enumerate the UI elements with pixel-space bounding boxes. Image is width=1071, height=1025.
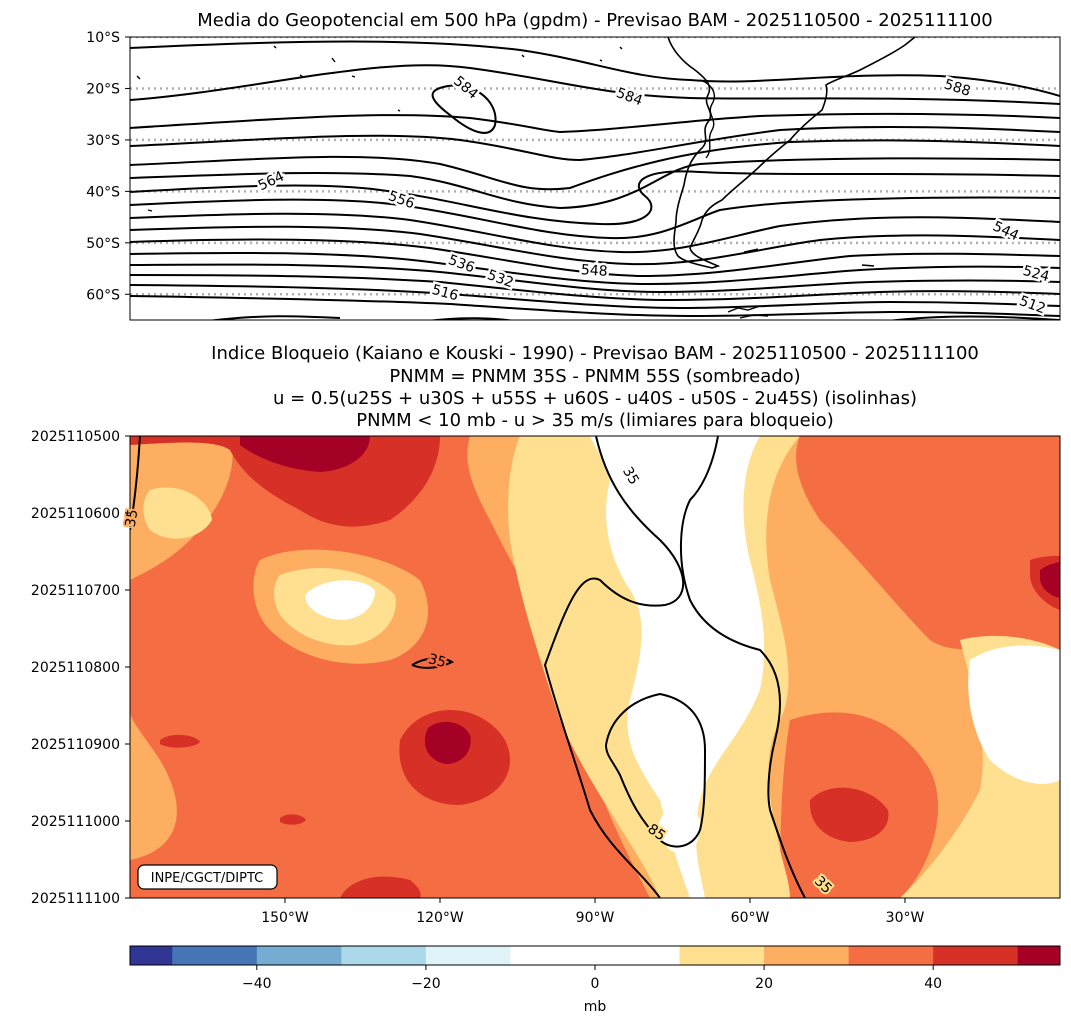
colorbar-segment	[341, 946, 427, 965]
lon-tick-label: 120°W	[416, 910, 464, 926]
clabel-516: 516	[430, 282, 460, 304]
isoline-35-small	[411, 657, 455, 669]
lon-tick-label: 30°W	[886, 910, 925, 926]
coastline-details	[136, 45, 875, 319]
top-map-frame	[129, 36, 1061, 321]
watermark-text: INPE/CGCT/DIPTC	[151, 871, 263, 886]
colorbar-segment	[933, 946, 1019, 965]
fill-0-10-south	[658, 805, 700, 854]
contour-584-closed	[431, 84, 497, 134]
date-tick-label: 2025110600	[31, 506, 120, 522]
clabel-548: 548	[580, 262, 608, 280]
colorbar-segment	[848, 946, 934, 965]
watermark-box	[137, 864, 278, 890]
colorbar-segment	[425, 946, 511, 965]
fill-40-50-southeast	[809, 787, 889, 842]
fill-30-40-east	[796, 436, 1060, 650]
clabel-588: 588	[942, 76, 972, 99]
colorbar-ticks: −40 −20 0 20 40	[242, 965, 942, 992]
colorbar-tick-label: −40	[242, 976, 272, 992]
lat-tick-label: 40°S	[86, 184, 120, 200]
isoline-35-central-west	[543, 436, 685, 898]
colorbar-tick-label: 40	[924, 976, 942, 992]
colorbar-segment	[679, 946, 765, 965]
blocking-title-line-1: Indice Bloqueio (Kaiano e Kouski - 1990)…	[211, 343, 979, 364]
u-isolines	[130, 436, 806, 898]
contour-588	[130, 40, 1060, 97]
lat-tick-label: 10°S	[86, 30, 120, 46]
date-tick-label: 2025111000	[31, 814, 120, 830]
colorbar-segments	[130, 946, 1061, 965]
fill-10-20-nw	[143, 487, 212, 539]
date-tick-label: 2025110500	[31, 429, 120, 445]
blocking-index-title: Indice Bloqueio (Kaiano e Kouski - 1990)…	[211, 343, 979, 431]
inpe-watermark: INPE/CGCT/DIPTC	[137, 864, 278, 890]
contour-584	[130, 64, 1060, 105]
colorbar-tick-label: −20	[411, 976, 441, 992]
isoline-35-west	[130, 436, 141, 531]
coastline-andes-detail	[699, 79, 716, 159]
colorbar-segment	[510, 946, 681, 965]
fill-50-plus-center	[424, 721, 471, 765]
clabel-544: 544	[990, 218, 1021, 244]
fill-40-50-small-2	[280, 814, 306, 825]
blocking-longitude-axis: 150°W 120°W 90°W 60°W 30°W	[261, 898, 924, 926]
lat-tick-label: 50°S	[86, 236, 120, 252]
clabel-584-a: 584	[450, 73, 481, 102]
lon-tick-label: 150°W	[261, 910, 309, 926]
colorbar-label: mb	[584, 999, 607, 1015]
fill-0-10-patch	[305, 580, 375, 620]
lat-tick-label: 20°S	[86, 81, 120, 97]
fill-30-40-west	[130, 436, 650, 898]
date-tick-label: 2025111100	[31, 891, 120, 907]
top-map-panel: Media do Geopotencial em 500 hPa (gpdm) …	[86, 10, 1061, 321]
lon-tick-label: 90°W	[576, 910, 615, 926]
fill-0-10-east	[968, 645, 1060, 784]
date-tick-label: 2025110800	[31, 660, 120, 676]
colorbar-segment	[764, 946, 850, 965]
lon-tick-label: 60°W	[731, 910, 770, 926]
blocking-index-panel: Indice Bloqueio (Kaiano e Kouski - 1990)…	[31, 343, 1061, 926]
blocking-title-line-4: PNMM < 10 mb - u > 35 m/s (limiares para…	[356, 410, 833, 431]
lat-tick-label: 30°S	[86, 133, 120, 149]
colorbar-segment	[256, 946, 342, 965]
colorbar-segment	[1017, 946, 1061, 965]
fill-40-50-bottom	[340, 876, 421, 898]
lat-tick-label: 60°S	[86, 287, 120, 303]
colorbar: −40 −20 0 20 40 mb	[129, 945, 1061, 1015]
date-tick-label: 2025110700	[31, 583, 120, 599]
top-map-title: Media do Geopotencial em 500 hPa (gpdm) …	[197, 10, 993, 31]
colorbar-tick-label: 20	[755, 976, 773, 992]
colorbar-tick-label: 0	[591, 976, 600, 992]
isoline-85	[604, 692, 707, 848]
blocking-title-line-2: PNMM = PNMM 35S - PNMM 55S (sombreado)	[389, 366, 800, 387]
blocking-time-axis: 2025110500 2025110600 2025110700 2025110800…	[31, 429, 130, 907]
fill-50-plus-north	[240, 436, 370, 472]
blocking-title-line-3: u = 0.5(u25S + u30S + u55S + u60S - u40S…	[273, 388, 917, 409]
pnmm-shaded-field	[130, 436, 1060, 898]
isoline-label-35-a: 35	[123, 508, 142, 528]
top-map-latitude-axis: 10°S 20°S 30°S 40°S 50°S 60°S	[86, 30, 130, 303]
colorbar-segment	[172, 946, 258, 965]
fill-40-50-nw	[130, 436, 440, 527]
fill-0-10-north	[590, 436, 765, 898]
date-tick-label: 2025110900	[31, 737, 120, 753]
geopotential-contours	[130, 40, 1060, 320]
fill-40-50-small	[160, 734, 200, 748]
colorbar-segment	[130, 946, 173, 965]
fill-50-plus-east	[1040, 562, 1060, 598]
isoline-35-central	[679, 436, 806, 898]
